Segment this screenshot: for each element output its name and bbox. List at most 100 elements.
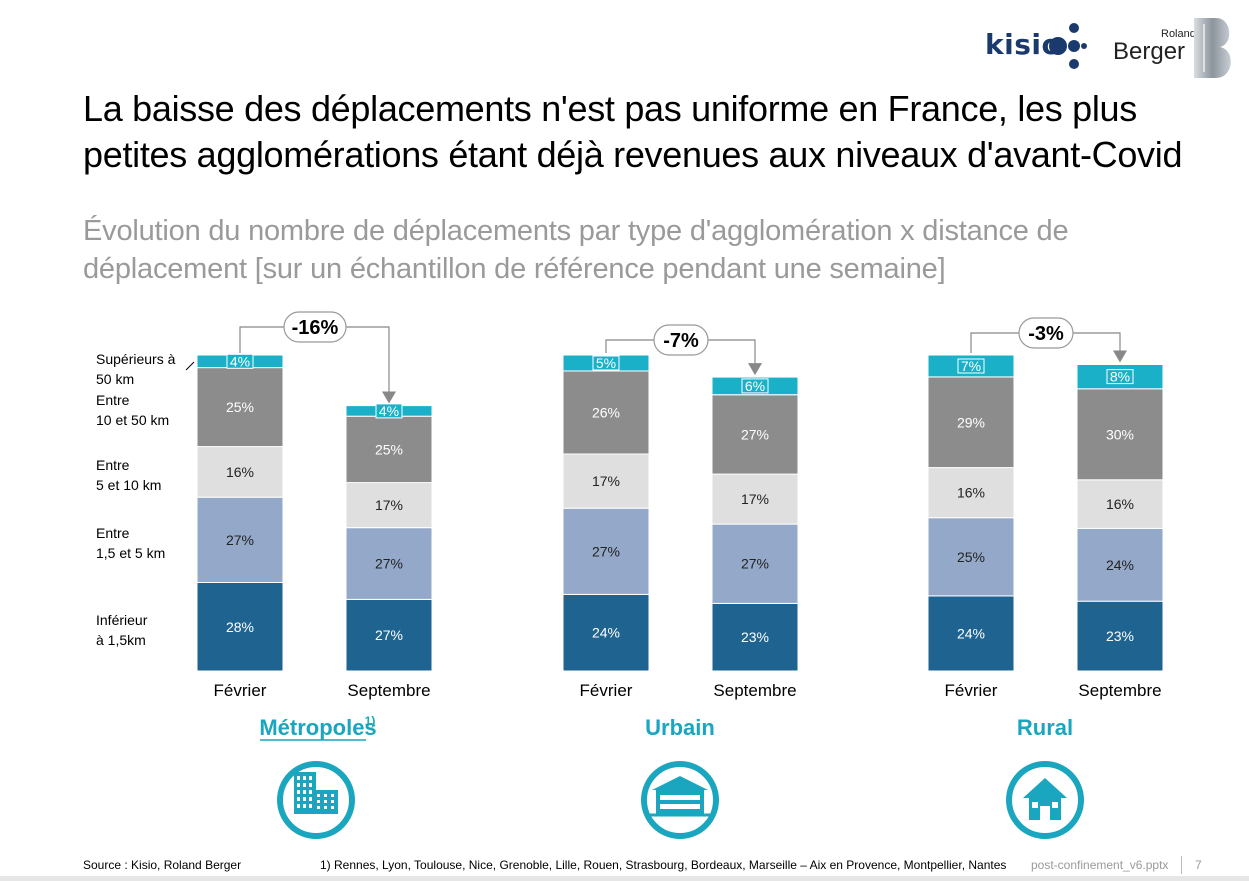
bar-segment — [196, 446, 284, 498]
data-label: 27% — [741, 556, 769, 572]
data-label: 5% — [596, 355, 616, 371]
bar-segment — [1076, 600, 1164, 672]
change-label: -3% — [1028, 323, 1064, 345]
bar-segment — [1076, 527, 1164, 602]
change-pill — [283, 311, 347, 343]
data-label: 25% — [226, 399, 254, 415]
building-window — [303, 797, 306, 801]
building-window — [331, 794, 334, 797]
roland-berger-b-logo-icon — [1194, 18, 1231, 78]
bottom-bar — [0, 876, 1249, 881]
bar-segment — [711, 523, 799, 604]
town-house-window — [660, 804, 700, 809]
building-window — [324, 794, 327, 797]
data-label: 27% — [592, 543, 620, 559]
building-window — [297, 797, 300, 801]
kisio-logo: kisio — [985, 28, 1062, 61]
building-window — [324, 806, 327, 809]
data-label: 27% — [375, 627, 403, 643]
building-window — [297, 776, 300, 780]
data-label: 6% — [745, 378, 765, 394]
building-window — [331, 800, 334, 803]
building-window — [303, 804, 306, 808]
bar-segment — [711, 394, 799, 475]
legend-label: 1,5 et 5 km — [96, 545, 165, 561]
building-window — [309, 776, 312, 780]
segment-label-box — [1106, 369, 1134, 385]
page-number: 7 — [1195, 858, 1202, 872]
town-house-roof — [652, 776, 708, 790]
home-window — [1052, 802, 1058, 808]
building-window — [324, 800, 327, 803]
town-house-icon — [656, 788, 704, 814]
legend-leader-line — [185, 361, 195, 371]
group-label: Métropoles — [259, 715, 376, 740]
x-tick-label: Septembre — [347, 681, 430, 700]
data-label: 16% — [1106, 496, 1134, 512]
building-window — [331, 806, 334, 809]
legend-label: 50 km — [96, 371, 134, 387]
change-arrow-head — [748, 363, 762, 376]
data-label: 27% — [741, 426, 769, 442]
segment-label-box — [226, 353, 254, 369]
data-label: 25% — [957, 549, 985, 565]
legend-label: 10 et 50 km — [96, 412, 169, 428]
data-label: 28% — [226, 619, 254, 635]
data-label: 24% — [957, 626, 985, 642]
footer-divider — [1181, 856, 1182, 874]
segment-label-box — [957, 358, 985, 374]
footer-source: Source : Kisio, Roland Berger — [83, 858, 242, 872]
bar-segment — [345, 482, 433, 529]
bar-segment — [562, 507, 650, 595]
building-window — [309, 790, 312, 794]
building-window — [297, 790, 300, 794]
bar-segment — [345, 598, 433, 672]
bar-segment — [927, 595, 1015, 672]
bar-segment — [345, 415, 433, 484]
building-window — [303, 790, 306, 794]
group-label-superscript: 1) — [365, 714, 376, 728]
legend-label: Entre — [96, 457, 130, 473]
group-label: Urbain — [645, 715, 715, 740]
home-door — [1040, 806, 1050, 820]
data-label: 7% — [961, 358, 981, 374]
bar-segment — [927, 376, 1015, 469]
data-label: 26% — [592, 405, 620, 421]
home-window — [1032, 802, 1038, 808]
data-label: 17% — [592, 473, 620, 489]
bar-segment — [1076, 388, 1164, 481]
change-pill — [653, 324, 709, 356]
data-label: 30% — [1106, 426, 1134, 442]
data-label: 16% — [957, 485, 985, 501]
town-house-window — [660, 795, 700, 800]
change-arrow-head — [1113, 350, 1127, 363]
bar-segment — [711, 602, 799, 672]
segment-label-box — [592, 355, 620, 371]
data-label: 17% — [741, 491, 769, 507]
building-window — [297, 804, 300, 808]
title-line-1: La baisse des déplacements n'est pas uni… — [83, 88, 1137, 129]
subtitle-line-2: déplacement [sur un échantillon de référ… — [83, 253, 946, 285]
title-line-2: petites agglomérations étant déjà revenu… — [83, 134, 1183, 175]
building-window — [309, 797, 312, 801]
bar-segment — [927, 517, 1015, 597]
data-label: 17% — [375, 497, 403, 513]
legend-label: à 1,5km — [96, 632, 146, 648]
data-label: 27% — [375, 556, 403, 572]
legend-label: Entre — [96, 392, 130, 408]
bar-segment — [562, 370, 650, 455]
data-label: 24% — [1106, 557, 1134, 573]
building-window — [317, 806, 320, 809]
bar-segment — [196, 367, 284, 448]
subtitle-line-1: Évolution du nombre de déplacements par … — [83, 215, 1069, 247]
data-label: 27% — [226, 532, 254, 548]
data-label: 8% — [1110, 369, 1130, 385]
building-window — [309, 783, 312, 787]
building-window — [303, 783, 306, 787]
footer-note: 1) Rennes, Lyon, Toulouse, Nice, Grenobl… — [320, 858, 1007, 872]
bar-segment — [562, 453, 650, 509]
home-roof — [1023, 778, 1067, 798]
segment-label-box — [375, 403, 403, 419]
roland-berger-logo: Berger — [1113, 38, 1186, 65]
data-label: 23% — [1106, 628, 1134, 644]
